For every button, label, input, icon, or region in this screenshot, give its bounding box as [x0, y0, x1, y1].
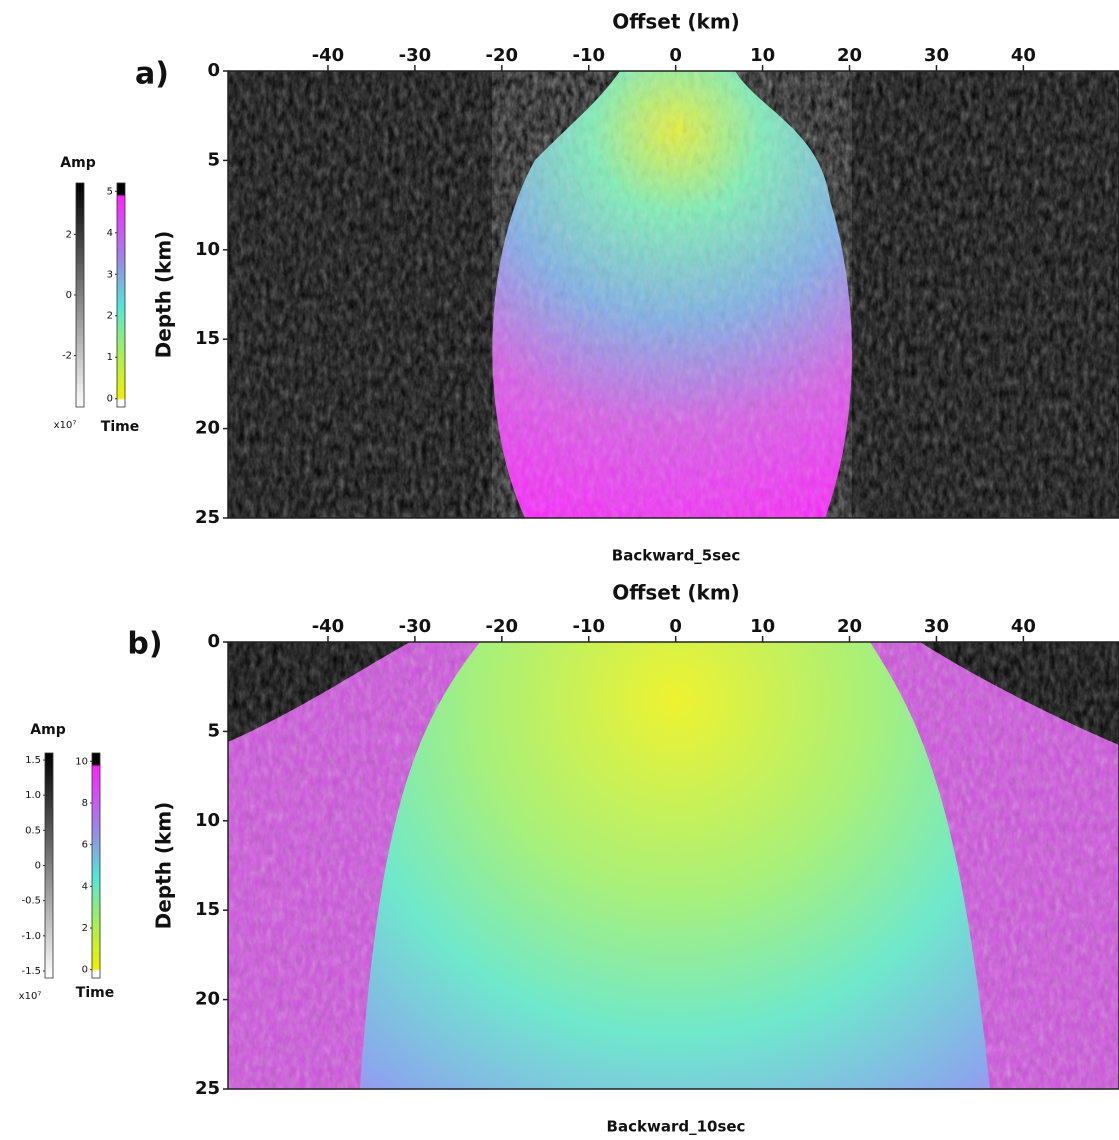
- plot-frame: [227, 641, 1119, 1090]
- x-tick-label: 0: [669, 45, 682, 66]
- colorbar-tick-label: 2: [107, 311, 113, 322]
- x-tick-label: 10: [750, 45, 775, 66]
- y-tick-label: 0: [207, 60, 220, 81]
- x-axis-label: Offset (km): [612, 10, 740, 34]
- colorbar-tick-label: 5: [107, 186, 113, 197]
- y-tick-label: 5: [207, 149, 220, 170]
- x-axis-label: Offset (km): [612, 581, 740, 605]
- colorbar-tick-label: 0: [66, 290, 72, 301]
- colorbar-title: Time: [76, 985, 114, 1001]
- colorbar-tick-label: -2: [62, 351, 72, 362]
- colorbar-title: Time: [101, 419, 139, 435]
- caption: Backward_10sec: [607, 1118, 746, 1136]
- colorbar-title: Amp: [60, 155, 95, 171]
- y-tick-label: 20: [195, 418, 220, 439]
- x-tick-label: -10: [572, 616, 605, 637]
- x-tick-label: 20: [837, 616, 862, 637]
- colorbar-title: Amp: [30, 722, 65, 738]
- y-tick-label: 5: [207, 720, 220, 741]
- x-tick-label: -10: [572, 45, 605, 66]
- x-tick-label: 30: [924, 616, 949, 637]
- panel-label: b): [127, 627, 162, 662]
- x-tick-label: 40: [1011, 45, 1036, 66]
- y-tick-label: 25: [195, 507, 220, 528]
- y-tick-label: 0: [207, 631, 220, 652]
- y-axis-label: Depth (km): [152, 231, 176, 359]
- y-tick-label: 10: [195, 239, 220, 260]
- colorbar-tick-label: 4: [82, 881, 88, 892]
- colorbar-tick-label: 1: [107, 352, 113, 363]
- colorbar-tick-label: 1.5: [25, 755, 41, 766]
- y-tick-label: 20: [195, 989, 220, 1010]
- caption: Backward_5sec: [612, 547, 740, 565]
- x-tick-label: -30: [399, 616, 432, 637]
- x-tick-label: -40: [312, 45, 345, 66]
- colorbar-tick-label: 4: [107, 228, 113, 239]
- colorbar-tick-label: 2: [66, 229, 72, 240]
- colorbar-tick-label: 0.5: [25, 825, 41, 836]
- colorbar: [116, 182, 126, 408]
- colorbar-exponent: x10⁷: [19, 991, 42, 1002]
- y-tick-label: 10: [195, 810, 220, 831]
- y-axis-label: Depth (km): [152, 802, 176, 930]
- colorbar-tick-label: 10: [75, 756, 88, 767]
- x-tick-label: -20: [486, 45, 519, 66]
- colorbar-tick-label: -0.5: [21, 896, 41, 907]
- x-tick-label: -40: [312, 616, 345, 637]
- panel-label: a): [135, 57, 169, 92]
- y-tick-label: 25: [195, 1078, 220, 1099]
- colorbar: [44, 752, 54, 979]
- colorbar-tick-label: 1.0: [25, 790, 41, 801]
- x-tick-label: 40: [1011, 616, 1036, 637]
- colorbar-tick-label: 8: [82, 798, 88, 809]
- wavefield-b: [228, 642, 1119, 1089]
- colorbar: [75, 182, 85, 408]
- wavefield-a: [228, 71, 1119, 518]
- x-tick-label: -30: [399, 45, 432, 66]
- colorbar-tick-label: -1.5: [21, 966, 41, 977]
- colorbar-tick-label: 0: [107, 394, 113, 405]
- colorbar-tick-label: 3: [107, 269, 113, 280]
- colorbar-tick-label: 6: [82, 840, 88, 851]
- x-tick-label: 10: [750, 616, 775, 637]
- y-tick-label: 15: [195, 899, 220, 920]
- colorbar-tick-label: -1.0: [21, 931, 41, 942]
- colorbar-tick-label: 0: [35, 861, 41, 872]
- y-tick-label: 15: [195, 328, 220, 349]
- colorbar-tick-label: 2: [82, 923, 88, 934]
- colorbar: [91, 752, 101, 979]
- x-tick-label: 30: [924, 45, 949, 66]
- x-tick-label: 20: [837, 45, 862, 66]
- colorbar-tick-label: 0: [82, 965, 88, 976]
- x-tick-label: -20: [486, 616, 519, 637]
- colorbar-exponent: x10⁷: [54, 420, 77, 431]
- x-tick-label: 0: [669, 616, 682, 637]
- plot-frame: [227, 70, 1119, 519]
